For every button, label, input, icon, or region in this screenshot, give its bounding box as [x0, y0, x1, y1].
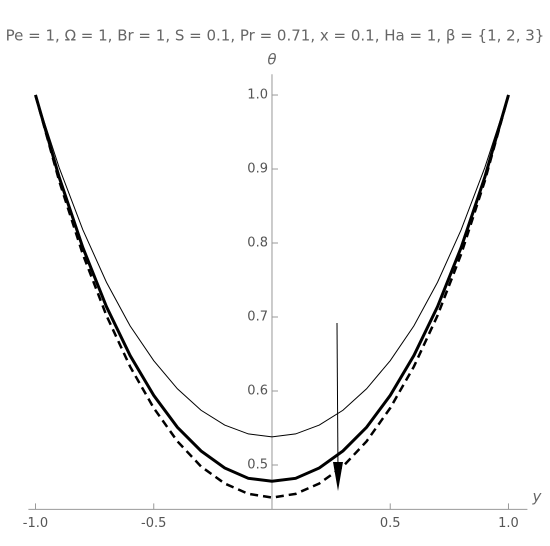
arrow-shaft — [336, 322, 339, 473]
x-tick-label: -0.5 — [141, 516, 166, 531]
plot: -1.0 -0.5 0.5 1.0 0.5 0.6 0.7 0.8 0.9 1.0 — [23, 74, 528, 531]
series-line — [34, 94, 510, 483]
x-tick-label: -1.0 — [23, 516, 48, 531]
x-tick-label: 1.0 — [498, 516, 519, 531]
series-line — [34, 94, 510, 499]
series-line — [35, 94, 509, 438]
y-tick-label: 0.5 — [247, 458, 268, 473]
y-tick-label: 0.8 — [247, 236, 268, 251]
y-tick-label: 1.0 — [247, 88, 268, 103]
y-tick-label: 0.7 — [247, 310, 268, 325]
chart-title: Pe = 1, Ω = 1, Br = 1, S = 0.1, Pr = 0.7… — [6, 27, 545, 45]
arrow-head — [333, 462, 343, 491]
y-tick-label: 0.9 — [247, 162, 268, 177]
y-tick-label: 0.6 — [247, 384, 268, 399]
x-axis-label: y — [532, 488, 543, 506]
y-axis-label: θ — [267, 51, 276, 69]
x-tick-label: 0.5 — [380, 516, 401, 531]
